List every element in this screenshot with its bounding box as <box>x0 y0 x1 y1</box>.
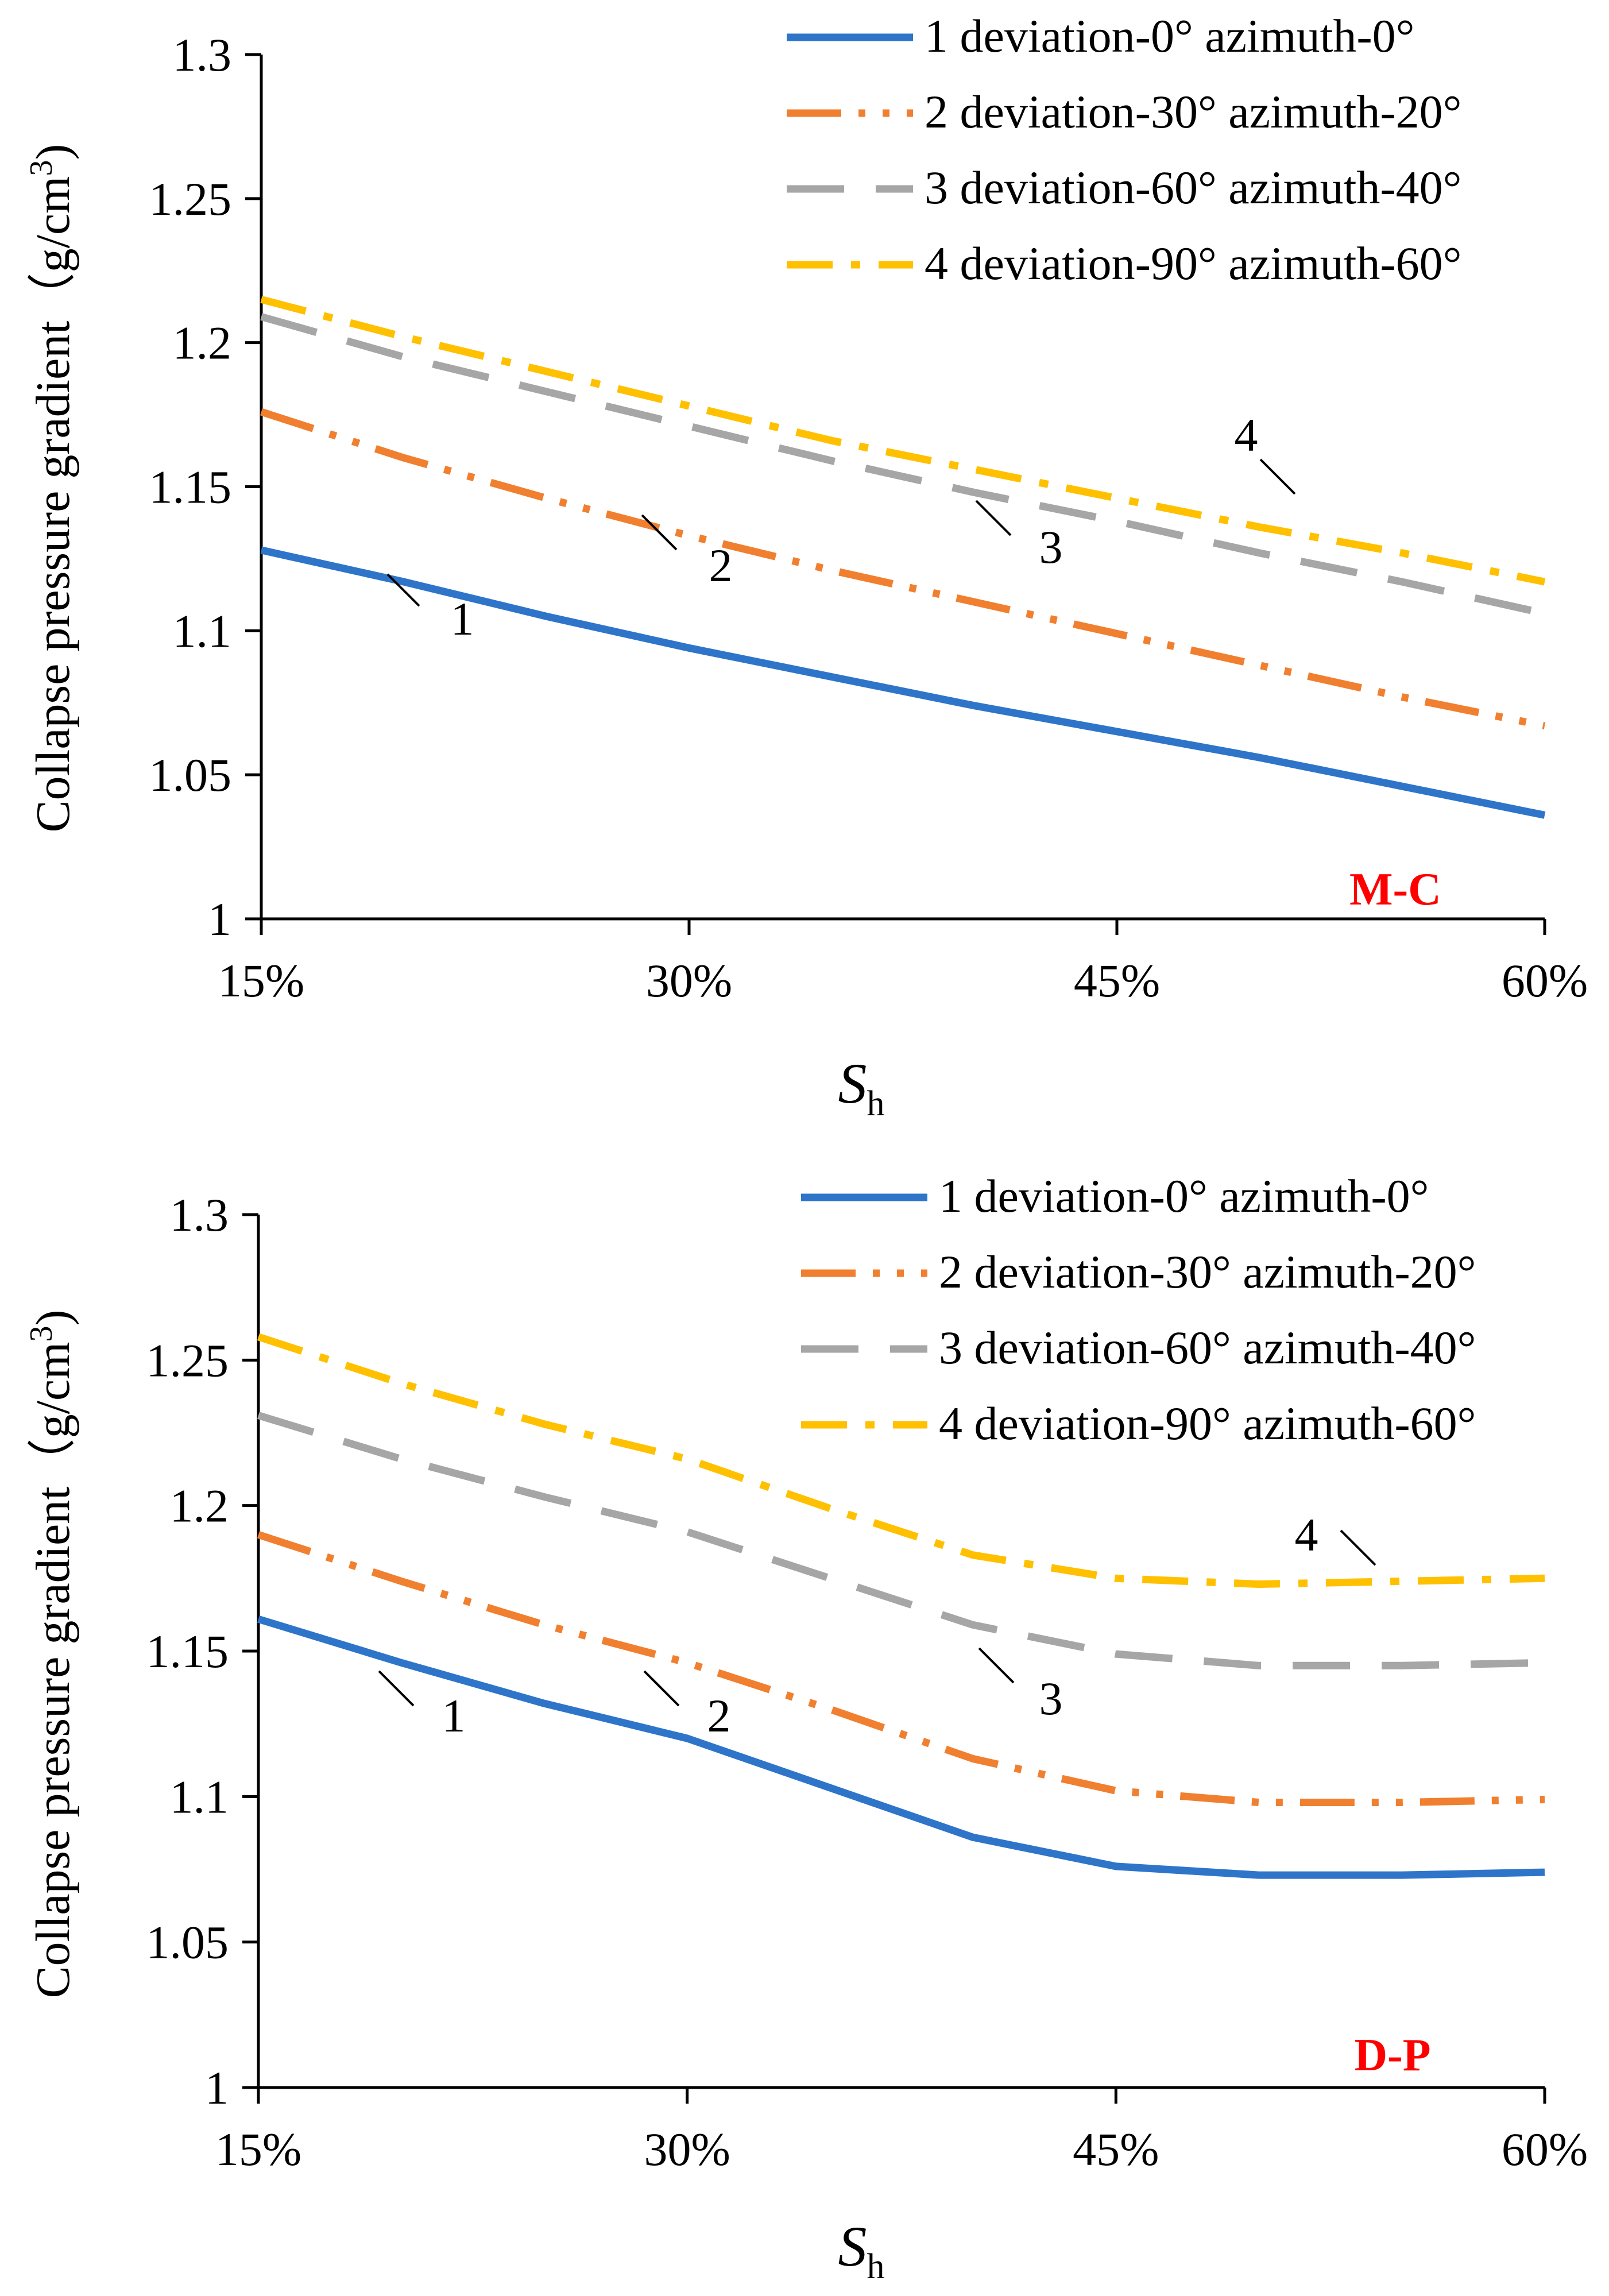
legend-label-1: 1 deviation-0° azimuth-0° <box>925 10 1414 62</box>
series-line-1 <box>260 546 1546 819</box>
legend-label-3: 3 deviation-60° azimuth-40° <box>925 161 1461 214</box>
x-tick-label: 15% <box>218 954 304 1007</box>
annotation-leader-4 <box>1340 1529 1376 1566</box>
series-line-1 <box>257 1615 1545 1879</box>
x-axis-label: Sh <box>838 1052 885 1123</box>
x-tick-label: 60% <box>1502 2123 1588 2175</box>
y-axis-label: Collapse pressure gradient（g/cm3) <box>24 1309 80 1998</box>
y-tick-label: 1.25 <box>146 1334 229 1386</box>
annotation-label-3: 3 <box>1039 521 1063 573</box>
series-line-3 <box>257 1412 1545 1669</box>
y-tick-label: 1 <box>208 893 231 945</box>
series-line-3 <box>260 313 1546 617</box>
y-tick-label: 1.3 <box>173 29 232 81</box>
chart-mc: 1 1.05 1.1 1.15 1.2 1.25 1.3 15% 30% 45% 60% Collap… <box>24 10 1588 1123</box>
annotation-leader-2 <box>643 1670 680 1707</box>
annotation-label-2: 2 <box>707 1690 731 1742</box>
model-label: M-C <box>1349 864 1441 915</box>
x-tick-label: 30% <box>644 2123 730 2175</box>
annotation-label-4: 4 <box>1235 409 1258 461</box>
y-tick-label: 1.1 <box>173 605 232 657</box>
legend-label-2: 2 deviation-30° azimuth-20° <box>925 86 1461 138</box>
y-tick-label: 1.25 <box>149 173 232 225</box>
series-line-2 <box>260 408 1546 730</box>
x-tick-label: 30% <box>646 954 732 1007</box>
annotation-label-1: 1 <box>442 1690 466 1742</box>
y-tick-label: 1.05 <box>149 749 232 801</box>
annotation-label-4: 4 <box>1295 1509 1318 1561</box>
annotation-leader-1 <box>378 1670 415 1707</box>
annotation-leader-2 <box>641 514 678 551</box>
y-tick-label: 1.05 <box>146 1916 229 1969</box>
x-axis-label-main: S <box>838 1052 867 1115</box>
legend-label-1: 1 deviation-0° azimuth-0° <box>939 1170 1429 1222</box>
y-tick-label: 1.2 <box>170 1480 229 1532</box>
y-tick-label: 1.1 <box>170 1771 229 1823</box>
x-axis-label-main: S <box>838 2214 867 2278</box>
y-tick-label: 1.2 <box>173 317 232 369</box>
y-axis-label-close: ) <box>26 144 80 160</box>
legend-label-3: 3 deviation-60° azimuth-40° <box>939 1321 1476 1374</box>
y-tick-label: 1 <box>205 2062 229 2114</box>
series-line-2 <box>257 1531 1545 1806</box>
y-axis-label-close: ) <box>26 1309 80 1325</box>
series-line-4 <box>260 296 1546 586</box>
series-line-4 <box>257 1333 1545 1588</box>
annotation-label-1: 1 <box>451 593 474 645</box>
annotation-leader-4 <box>1259 458 1296 495</box>
legend-label-4: 4 deviation-90° azimuth-60° <box>925 237 1461 289</box>
x-tick-label: 45% <box>1074 954 1160 1007</box>
y-axis-label-sup: 3 <box>24 160 59 176</box>
legend-label-4: 4 deviation-90° azimuth-60° <box>939 1397 1476 1450</box>
y-tick-label: 1.3 <box>170 1189 229 1241</box>
x-tick-label: 45% <box>1073 2123 1159 2175</box>
y-tick-label: 1.15 <box>149 461 232 513</box>
annotation-leader-3 <box>978 1647 1015 1684</box>
annotation-label-2: 2 <box>709 539 733 592</box>
x-axis-label-sub: h <box>867 1084 885 1123</box>
annotation-leader-1 <box>386 573 420 607</box>
chart-dp: 1 1.05 1.1 1.15 1.2 1.25 1.3 15% 30% 45% 60% Collap… <box>24 1170 1588 2286</box>
legend-label-2: 2 deviation-30° azimuth-20° <box>939 1246 1476 1298</box>
y-axis-label-main: Collapse pressure gradient（g/cm <box>26 1342 80 1998</box>
x-axis-label: Sh <box>838 2214 885 2286</box>
annotation-label-3: 3 <box>1039 1672 1063 1725</box>
y-tick-label: 1.15 <box>146 1625 229 1677</box>
x-axis-label-sub: h <box>867 2247 885 2286</box>
y-axis-label-sup: 3 <box>24 1325 59 1342</box>
y-axis-label-main: Collapse pressure gradient（g/cm <box>26 176 80 832</box>
y-axis-label: Collapse pressure gradient（g/cm3) <box>24 144 80 832</box>
x-tick-label: 60% <box>1502 954 1588 1007</box>
x-tick-label: 15% <box>215 2123 301 2175</box>
annotation-leader-3 <box>975 500 1012 536</box>
model-label: D-P <box>1354 2030 1430 2081</box>
